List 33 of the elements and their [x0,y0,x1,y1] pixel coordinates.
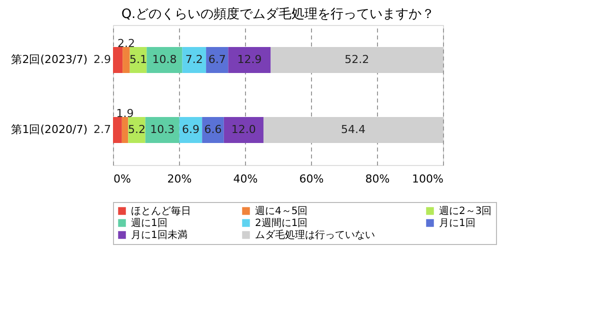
x-tick-label: 100% [412,172,444,186]
data-label: 6.7 [208,53,226,66]
data-label: 52.2 [344,53,370,66]
data-label: 7.2 [185,53,203,66]
chart-title: Q.どのくらいの頻度でムダ毛処理を行っていますか？ [121,6,435,22]
data-label: 10.3 [150,123,175,136]
y-tick-label: 第1回(2020/7) [11,123,88,136]
x-tick-label: 40% [233,172,258,186]
data-label: 10.8 [152,53,177,66]
legend-label: ムダ毛処理は行っていない [255,229,375,241]
x-tick-label: 0% [114,172,131,186]
legend-label: 2週間に1回 [255,218,308,229]
data-label: 2.2 [117,37,135,50]
data-label: 6.9 [182,123,200,136]
data-label: 12.9 [237,53,262,66]
data-label: 54.4 [340,123,366,136]
legend-label: 月に1回 [439,218,476,229]
data-label: 5.2 [128,123,146,136]
data-label: 2.9 [94,53,111,66]
legend-label: 週に1回 [131,218,168,229]
legend-label: 週に2～3回 [439,206,492,217]
data-label: 5.1 [129,53,147,66]
x-tick-label: 60% [299,172,324,186]
y-tick-label: 第2回(2023/7) [11,53,88,66]
data-label: 1.9 [116,107,134,120]
legend-label: ほとんど毎日 [131,205,191,217]
x-tick-label: 80% [365,172,390,186]
data-label: 2.7 [94,123,111,136]
data-label: 12.0 [231,123,256,136]
data-label: 6.6 [204,123,222,136]
legend-label: 週に4～5回 [255,206,308,217]
legend-label: 月に1回未満 [131,229,188,241]
x-tick-label: 20% [167,172,192,186]
